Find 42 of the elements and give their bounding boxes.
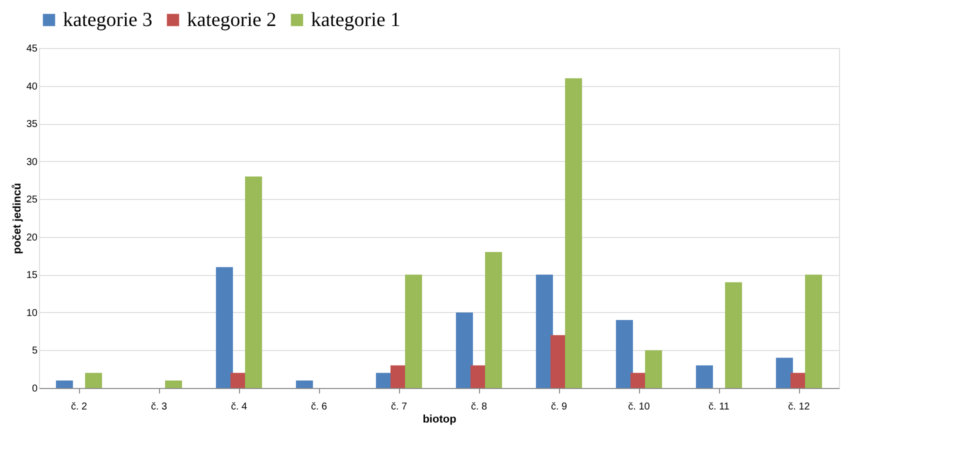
y-tick-label: 10	[26, 308, 38, 319]
legend-label: kategorie 2	[187, 9, 276, 31]
y-tick-label: 40	[26, 81, 38, 92]
bar	[776, 358, 793, 388]
bar	[456, 312, 473, 388]
x-tick-label: č. 11	[708, 402, 730, 412]
y-tick-label: 15	[26, 270, 38, 282]
y-tick-label: 30	[26, 156, 38, 168]
bar	[405, 274, 422, 388]
y-tick-label: 45	[26, 44, 38, 54]
bar	[565, 78, 582, 388]
bar	[725, 282, 742, 388]
bar	[485, 252, 502, 388]
x-tick-label: č. 6	[310, 402, 328, 412]
bar	[805, 274, 822, 388]
legend-label: kategorie 1	[311, 9, 400, 31]
x-tick-label: č. 8	[470, 402, 488, 412]
bar	[165, 380, 182, 388]
x-tick-label: č. 2	[70, 402, 88, 412]
x-tick-label: č. 7	[390, 402, 408, 412]
x-tick-label: č. 12	[788, 402, 810, 412]
bar	[296, 380, 313, 388]
bar	[245, 176, 262, 388]
bar	[616, 320, 633, 388]
bar	[216, 267, 233, 388]
y-tick-label: 5	[32, 346, 38, 357]
x-tick-label: č. 10	[628, 402, 650, 412]
bar	[85, 372, 102, 388]
y-tick-label: 25	[26, 194, 38, 206]
x-tick-label: č. 3	[150, 402, 168, 412]
legend-label: kategorie 3	[63, 9, 152, 31]
y-tick-label: 35	[26, 119, 38, 130]
x-axis-title: biotop	[422, 414, 457, 426]
bar	[696, 365, 713, 388]
bar	[645, 350, 662, 388]
bar	[536, 274, 553, 388]
x-tick-label: č. 9	[550, 402, 568, 412]
x-tick-label: č. 4	[230, 402, 248, 412]
bar	[56, 380, 73, 388]
y-tick-label: 20	[26, 232, 38, 244]
y-axis-title: počet jedinců	[11, 183, 24, 254]
y-tick-label: 0	[32, 384, 38, 394]
